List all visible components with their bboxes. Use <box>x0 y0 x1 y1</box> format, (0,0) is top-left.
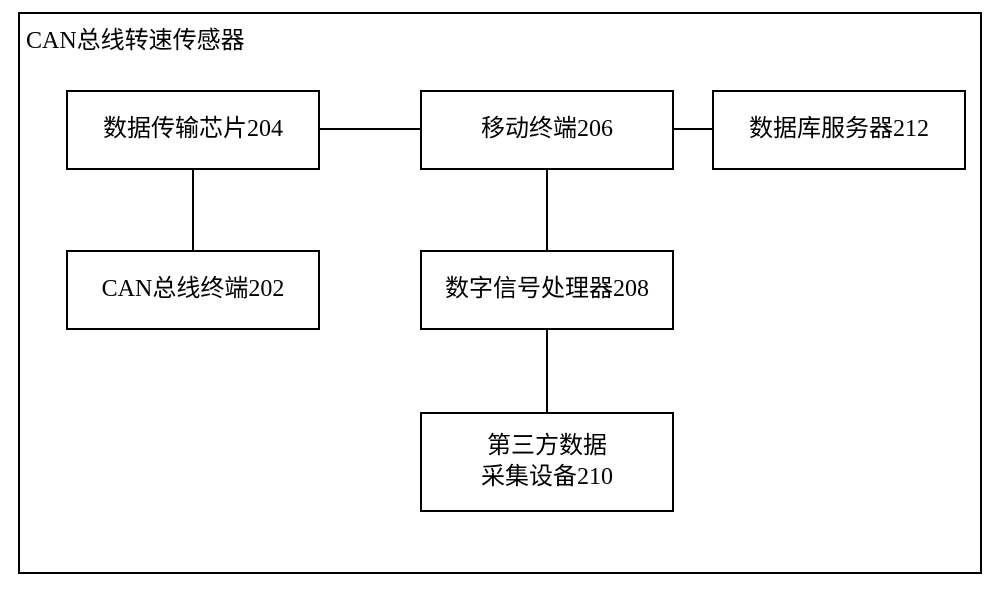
edge-n208-n210 <box>546 330 548 412</box>
edge-n204-n206 <box>320 128 420 130</box>
node-n212: 数据库服务器212 <box>712 90 966 170</box>
node-n208: 数字信号处理器208 <box>420 250 674 330</box>
node-label: 移动终端206 <box>481 114 613 145</box>
node-n206: 移动终端206 <box>420 90 674 170</box>
edge-n206-n208 <box>546 170 548 250</box>
edge-n204-n202 <box>192 170 194 250</box>
node-label: 数据传输芯片204 <box>103 114 283 145</box>
node-label: 数据库服务器212 <box>749 114 929 145</box>
edge-n206-n212 <box>674 128 712 130</box>
node-label: 数字信号处理器208 <box>445 274 649 305</box>
node-n210: 第三方数据 采集设备210 <box>420 412 674 512</box>
diagram-title: CAN总线转速传感器 <box>26 20 245 55</box>
node-n204: 数据传输芯片204 <box>66 90 320 170</box>
node-label: 第三方数据 采集设备210 <box>481 431 613 493</box>
node-label: CAN总线终端202 <box>102 274 285 305</box>
node-n202: CAN总线终端202 <box>66 250 320 330</box>
